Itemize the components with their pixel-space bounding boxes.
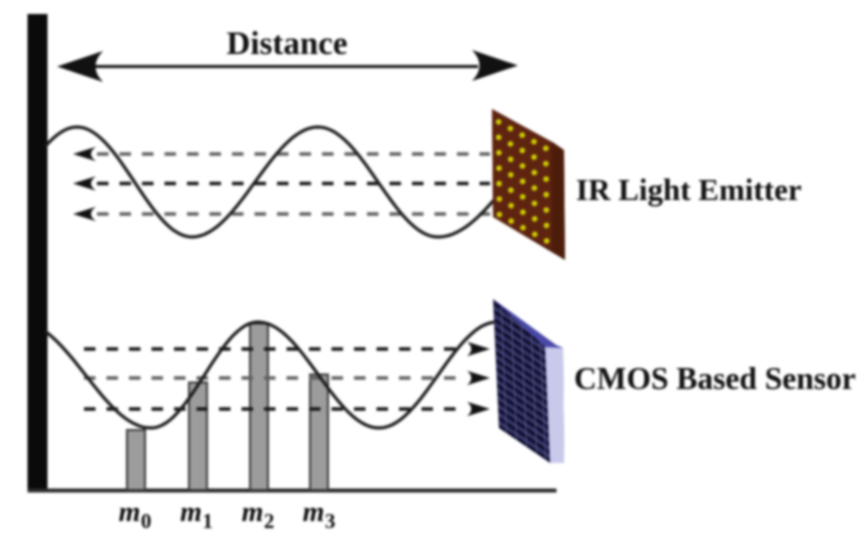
svg-text:m0: m0 — [119, 497, 152, 533]
svg-text:m1: m1 — [180, 497, 213, 533]
svg-text:m2: m2 — [242, 497, 275, 533]
svg-text:IR Light Emitter: IR Light Emitter — [576, 172, 802, 207]
svg-text:CMOS Based Sensor: CMOS Based Sensor — [574, 361, 856, 396]
svg-text:Distance: Distance — [227, 26, 348, 62]
svg-text:m3: m3 — [303, 497, 336, 533]
